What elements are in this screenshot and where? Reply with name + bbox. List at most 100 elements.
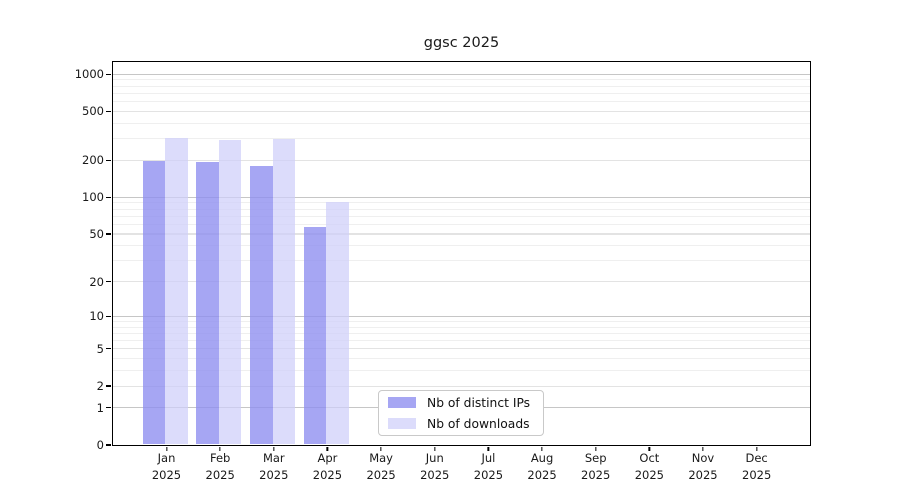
legend-label: Nb of distinct IPs bbox=[427, 395, 531, 410]
y-tick-mark bbox=[106, 110, 112, 112]
y-tick-label: 20 bbox=[89, 274, 104, 289]
gridline bbox=[112, 85, 810, 87]
y-tick-mark bbox=[106, 385, 112, 387]
month-name: Feb bbox=[209, 451, 231, 465]
x-tick-label: Jun 2025 bbox=[405, 450, 465, 483]
y-tick-label: 2 bbox=[96, 379, 104, 394]
y-tick-mark bbox=[106, 233, 112, 235]
y-tick-label: 50 bbox=[89, 226, 104, 241]
gridline bbox=[112, 79, 810, 81]
legend-swatch bbox=[388, 397, 416, 408]
y-tick-mark bbox=[106, 73, 112, 75]
bar-mar-distinct-ips bbox=[250, 165, 273, 445]
gridline bbox=[112, 196, 810, 198]
x-tick-mark bbox=[165, 446, 168, 452]
bar-jan-distinct-ips bbox=[142, 160, 166, 445]
y-tick-label: 5 bbox=[96, 341, 104, 356]
month-year: 2025 bbox=[420, 467, 450, 482]
gridline bbox=[112, 348, 810, 350]
bar-apr-downloads bbox=[326, 202, 349, 445]
gridline bbox=[112, 332, 810, 334]
x-tick-mark bbox=[595, 446, 597, 452]
month-year: 2025 bbox=[688, 467, 718, 482]
gridline bbox=[112, 122, 810, 124]
x-tick-label: Dec 2025 bbox=[727, 450, 787, 483]
gridline bbox=[112, 233, 810, 235]
legend-item: Nb of downloads bbox=[388, 415, 534, 433]
month-name: Jun bbox=[425, 451, 444, 465]
month-name: May bbox=[369, 451, 393, 465]
bar-feb-downloads bbox=[218, 140, 242, 445]
x-tick-label: Mar 2025 bbox=[244, 450, 304, 483]
x-tick-mark bbox=[326, 446, 329, 452]
month-name: Sep bbox=[584, 451, 607, 465]
x-tick-label: Jan 2025 bbox=[137, 450, 197, 483]
gridline bbox=[112, 73, 810, 75]
y-tick-mark bbox=[106, 196, 112, 198]
y-tick-mark bbox=[106, 407, 112, 409]
gridline bbox=[112, 315, 810, 317]
gridline bbox=[112, 138, 810, 140]
x-tick-mark bbox=[487, 446, 490, 452]
gridline bbox=[112, 101, 810, 103]
month-year: 2025 bbox=[581, 467, 611, 482]
y-tick-mark bbox=[106, 159, 112, 161]
x-tick-mark bbox=[702, 446, 704, 452]
x-tick-mark bbox=[541, 446, 543, 452]
plot-area bbox=[111, 60, 811, 446]
gridline bbox=[112, 326, 810, 328]
gridline bbox=[112, 281, 810, 283]
y-tick-label: 10 bbox=[89, 309, 104, 324]
gridline bbox=[112, 215, 810, 217]
x-tick-label: Apr 2025 bbox=[297, 450, 357, 483]
legend-item: Nb of distinct IPs bbox=[388, 394, 534, 412]
month-year: 2025 bbox=[151, 467, 182, 482]
gridline bbox=[112, 260, 810, 262]
month-year: 2025 bbox=[634, 467, 664, 482]
x-tick-mark bbox=[434, 446, 436, 452]
x-tick-mark bbox=[648, 446, 650, 452]
month-year: 2025 bbox=[527, 467, 557, 482]
x-tick-label: Sep 2025 bbox=[566, 450, 626, 483]
month-name: Mar bbox=[262, 451, 285, 465]
month-name: Oct bbox=[639, 451, 660, 465]
month-name: Nov bbox=[691, 451, 715, 465]
month-year: 2025 bbox=[473, 467, 504, 482]
month-year: 2025 bbox=[312, 467, 343, 482]
y-tick-label: 0 bbox=[96, 438, 104, 452]
gridline bbox=[112, 208, 810, 210]
legend-swatch bbox=[388, 418, 416, 429]
month-name: Dec bbox=[745, 451, 768, 465]
x-tick-label: Feb 2025 bbox=[190, 450, 250, 483]
gridline bbox=[112, 320, 810, 322]
gridline bbox=[112, 245, 810, 247]
y-tick-label: 100 bbox=[82, 190, 104, 205]
month-year: 2025 bbox=[742, 467, 772, 482]
bar-apr-distinct-ips bbox=[303, 226, 327, 445]
gridline bbox=[112, 370, 810, 372]
x-tick-mark bbox=[219, 446, 221, 452]
month-year: 2025 bbox=[205, 467, 235, 482]
month-name: Aug bbox=[530, 451, 554, 465]
x-tick-mark bbox=[755, 446, 758, 452]
month-name: Jul bbox=[481, 451, 496, 465]
month-name: Jan bbox=[157, 451, 176, 465]
y-tick-mark bbox=[106, 348, 112, 350]
x-tick-label: May 2025 bbox=[351, 450, 411, 483]
x-tick-label: Jul 2025 bbox=[458, 450, 518, 483]
bar-feb-distinct-ips bbox=[196, 161, 219, 445]
month-year: 2025 bbox=[259, 467, 289, 482]
y-tick-mark bbox=[106, 315, 112, 317]
x-tick-mark bbox=[273, 446, 275, 452]
month-year: 2025 bbox=[366, 467, 396, 482]
y-tick-label: 1000 bbox=[74, 67, 104, 82]
y-tick-label: 500 bbox=[82, 104, 104, 119]
x-tick-mark bbox=[380, 446, 382, 452]
bar-mar-downloads bbox=[272, 138, 296, 445]
chart-title: ggsc 2025 bbox=[423, 35, 500, 51]
gridline bbox=[112, 358, 810, 360]
gridline bbox=[112, 159, 810, 161]
gridline bbox=[112, 202, 810, 204]
month-name: Apr bbox=[317, 451, 338, 465]
